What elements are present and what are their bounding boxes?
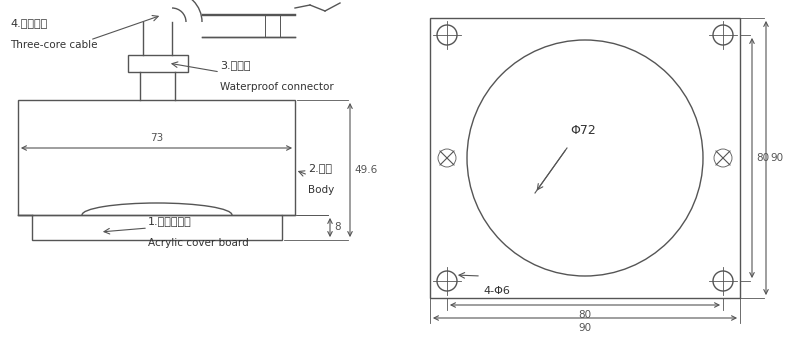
- Text: 90: 90: [770, 153, 783, 163]
- Text: 49.6: 49.6: [354, 165, 378, 175]
- Bar: [32, 215, 282, 240]
- Text: Three-core cable: Three-core cable: [10, 40, 98, 50]
- Text: Waterproof connector: Waterproof connector: [220, 82, 334, 92]
- Text: 2.本体: 2.本体: [308, 163, 332, 173]
- Bar: [430, 18, 740, 298]
- Text: 80: 80: [756, 153, 769, 163]
- Text: Φ72: Φ72: [570, 123, 596, 137]
- Text: 3.防水头: 3.防水头: [220, 60, 250, 70]
- Text: Acrylic cover board: Acrylic cover board: [148, 238, 249, 248]
- Text: 90: 90: [578, 323, 591, 333]
- Text: 80: 80: [578, 310, 591, 320]
- Text: Body: Body: [308, 185, 334, 195]
- Text: 4.三芝电缆: 4.三芝电缆: [10, 18, 47, 28]
- Text: 4-Φ6: 4-Φ6: [483, 286, 510, 296]
- Text: 8: 8: [334, 222, 341, 233]
- Text: 1.亚克力盖板: 1.亚克力盖板: [148, 216, 192, 226]
- Bar: [128, 55, 188, 72]
- Text: 73: 73: [150, 133, 163, 143]
- Bar: [18, 100, 295, 215]
